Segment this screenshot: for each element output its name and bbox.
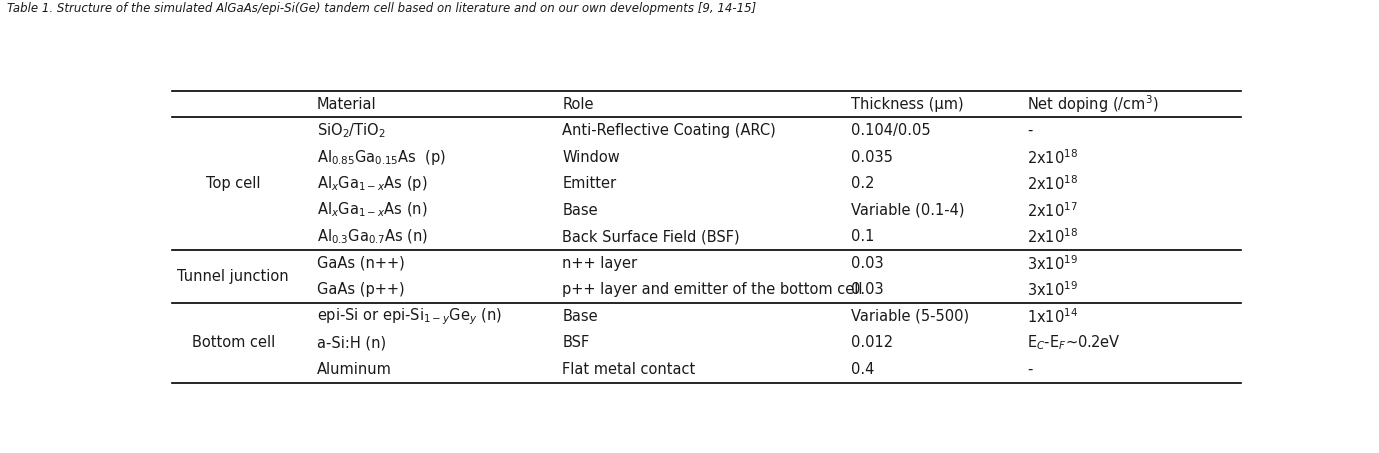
Text: a-Si:H (n): a-Si:H (n) xyxy=(317,335,386,350)
Text: Top cell: Top cell xyxy=(205,176,261,191)
Text: Variable (0.1-4): Variable (0.1-4) xyxy=(851,203,964,218)
Text: 1x10$^{14}$: 1x10$^{14}$ xyxy=(1027,307,1078,326)
Text: 0.035: 0.035 xyxy=(851,150,892,165)
Text: Al$_x$Ga$_{1-x}$As (n): Al$_x$Ga$_{1-x}$As (n) xyxy=(317,201,427,219)
Text: Flat metal contact: Flat metal contact xyxy=(563,362,696,377)
Text: -: - xyxy=(1027,362,1033,377)
Text: GaAs (n++): GaAs (n++) xyxy=(317,256,404,271)
Text: 0.012: 0.012 xyxy=(851,335,894,350)
Text: Table 1. Structure of the simulated AlGaAs/epi-Si(Ge) tandem cell based on liter: Table 1. Structure of the simulated AlGa… xyxy=(7,2,756,15)
Text: 3x10$^{19}$: 3x10$^{19}$ xyxy=(1027,254,1078,273)
Text: 2x10$^{17}$: 2x10$^{17}$ xyxy=(1027,201,1078,220)
Text: Variable (5-500): Variable (5-500) xyxy=(851,309,969,324)
Text: Al$_{0.85}$Ga$_{0.15}$As  (p): Al$_{0.85}$Ga$_{0.15}$As (p) xyxy=(317,148,445,167)
Text: Base: Base xyxy=(563,309,598,324)
Text: Window: Window xyxy=(563,150,621,165)
Text: p++ layer and emitter of the bottom cell: p++ layer and emitter of the bottom cell xyxy=(563,282,863,297)
Text: Base: Base xyxy=(563,203,598,218)
Text: Back Surface Field (BSF): Back Surface Field (BSF) xyxy=(563,229,741,244)
Text: 0.03: 0.03 xyxy=(851,282,884,297)
Text: 3x10$^{19}$: 3x10$^{19}$ xyxy=(1027,280,1078,299)
Text: Material: Material xyxy=(317,97,376,112)
Text: BSF: BSF xyxy=(563,335,590,350)
Text: Emitter: Emitter xyxy=(563,176,616,191)
Text: Al$_x$Ga$_{1-x}$As (p): Al$_x$Ga$_{1-x}$As (p) xyxy=(317,174,427,193)
Text: n++ layer: n++ layer xyxy=(563,256,637,271)
Text: 0.2: 0.2 xyxy=(851,176,874,191)
Text: Bottom cell: Bottom cell xyxy=(192,335,274,350)
Text: epi-Si or epi-Si$_{1-y}$Ge$_y$ (n): epi-Si or epi-Si$_{1-y}$Ge$_y$ (n) xyxy=(317,306,502,327)
Text: Role: Role xyxy=(563,97,594,112)
Text: 0.104/0.05: 0.104/0.05 xyxy=(851,123,931,138)
Text: -: - xyxy=(1027,123,1033,138)
Text: Aluminum: Aluminum xyxy=(317,362,392,377)
Text: 2x10$^{18}$: 2x10$^{18}$ xyxy=(1027,148,1078,167)
Text: Net doping (/cm$^3$): Net doping (/cm$^3$) xyxy=(1027,93,1158,115)
Text: SiO$_2$/TiO$_2$: SiO$_2$/TiO$_2$ xyxy=(317,121,386,140)
Text: GaAs (p++): GaAs (p++) xyxy=(317,282,404,297)
Text: 2x10$^{18}$: 2x10$^{18}$ xyxy=(1027,174,1078,193)
Text: Tunnel junction: Tunnel junction xyxy=(178,269,290,284)
Text: Anti-Reflective Coating (ARC): Anti-Reflective Coating (ARC) xyxy=(563,123,776,138)
Text: 0.03: 0.03 xyxy=(851,256,884,271)
Text: E$_C$-E$_F$~0.2eV: E$_C$-E$_F$~0.2eV xyxy=(1027,333,1121,352)
Text: Thickness (μm): Thickness (μm) xyxy=(851,97,964,112)
Text: 0.4: 0.4 xyxy=(851,362,874,377)
Text: 2x10$^{18}$: 2x10$^{18}$ xyxy=(1027,227,1078,246)
Text: Al$_{0.3}$Ga$_{0.7}$As (n): Al$_{0.3}$Ga$_{0.7}$As (n) xyxy=(317,227,427,246)
Text: 0.1: 0.1 xyxy=(851,229,874,244)
